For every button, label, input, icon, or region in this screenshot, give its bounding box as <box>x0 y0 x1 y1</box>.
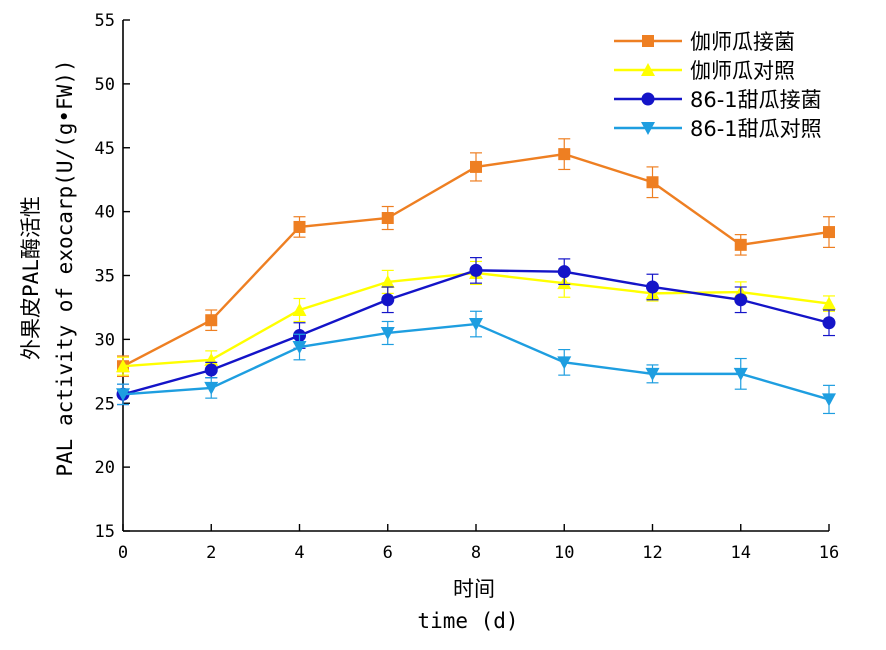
data-point <box>734 293 748 307</box>
legend-item-1: 伽师瓜接菌 <box>614 30 795 54</box>
data-point <box>733 367 748 381</box>
data-point <box>734 238 747 251</box>
legend-label: 伽师瓜接菌 <box>690 30 795 54</box>
y-tick-label: 15 <box>95 522 115 542</box>
data-point <box>557 356 572 370</box>
x-tick-label: 4 <box>294 543 304 563</box>
legend-label: 伽师瓜对照 <box>690 59 795 83</box>
data-point <box>204 363 218 377</box>
data-point <box>641 63 655 76</box>
x-tick-label: 6 <box>383 543 393 563</box>
data-point <box>822 393 836 407</box>
data-point <box>116 388 130 402</box>
series-4 <box>116 310 836 415</box>
data-point <box>642 35 654 47</box>
legend-label: 86-1甜瓜对照 <box>690 117 822 141</box>
x-tick-label: 16 <box>819 543 839 563</box>
data-point <box>469 318 483 332</box>
y-tick-label: 25 <box>95 394 115 414</box>
y-tick-label: 55 <box>95 11 115 31</box>
data-point <box>641 92 655 106</box>
x-tick-label: 10 <box>554 543 574 563</box>
x-tick-label: 8 <box>471 543 481 563</box>
legend-item-2: 伽师瓜对照 <box>614 59 795 83</box>
y-axis-title-chinese: 外果皮PAL酶活性 <box>19 196 43 360</box>
axes: 0 2 4 6 8 10 12 14 16 15 20 25 30 35 40 45 50 55 <box>95 11 840 563</box>
data-point <box>822 316 836 330</box>
data-point <box>645 367 660 381</box>
data-point <box>380 326 395 340</box>
data-point <box>646 176 659 189</box>
series-3 <box>116 257 836 406</box>
data-point <box>293 220 306 233</box>
data-point <box>381 212 394 225</box>
y-tick-label: 45 <box>95 139 115 159</box>
series-layer <box>116 138 836 415</box>
y-tick-label: 40 <box>95 203 115 223</box>
data-point <box>380 274 395 288</box>
y-axis-title-english: PAL activity of exocarp(U/(g•FW)) <box>53 59 77 476</box>
legend-item-3: 86-1甜瓜接菌 <box>614 88 822 112</box>
data-point <box>292 302 307 316</box>
data-point <box>381 293 395 307</box>
data-point <box>557 265 571 279</box>
data-point <box>292 341 307 355</box>
data-point <box>822 296 836 310</box>
x-tick-label: 2 <box>206 543 216 563</box>
x-tick-label: 12 <box>642 543 662 563</box>
x-tick-label: 14 <box>731 543 751 563</box>
x-axis-title-english: time (d) <box>417 609 518 633</box>
data-point <box>204 381 219 395</box>
legend-label: 86-1甜瓜接菌 <box>690 88 822 112</box>
data-point <box>116 359 130 373</box>
data-point <box>823 226 835 239</box>
y-tick-label: 20 <box>95 458 115 478</box>
series-1 <box>117 138 835 378</box>
x-axis-title-chinese: 时间 <box>453 577 495 601</box>
y-tick-label: 35 <box>95 267 115 287</box>
data-point <box>205 314 218 327</box>
data-point <box>470 160 482 173</box>
y-tick-label: 30 <box>95 330 115 350</box>
data-point <box>469 263 483 277</box>
legend-item-4: 86-1甜瓜对照 <box>614 117 822 141</box>
data-point <box>646 280 659 294</box>
data-point <box>641 122 655 135</box>
data-point <box>558 148 571 161</box>
x-tick-label: 0 <box>118 543 128 563</box>
y-tick-label: 50 <box>95 75 115 95</box>
